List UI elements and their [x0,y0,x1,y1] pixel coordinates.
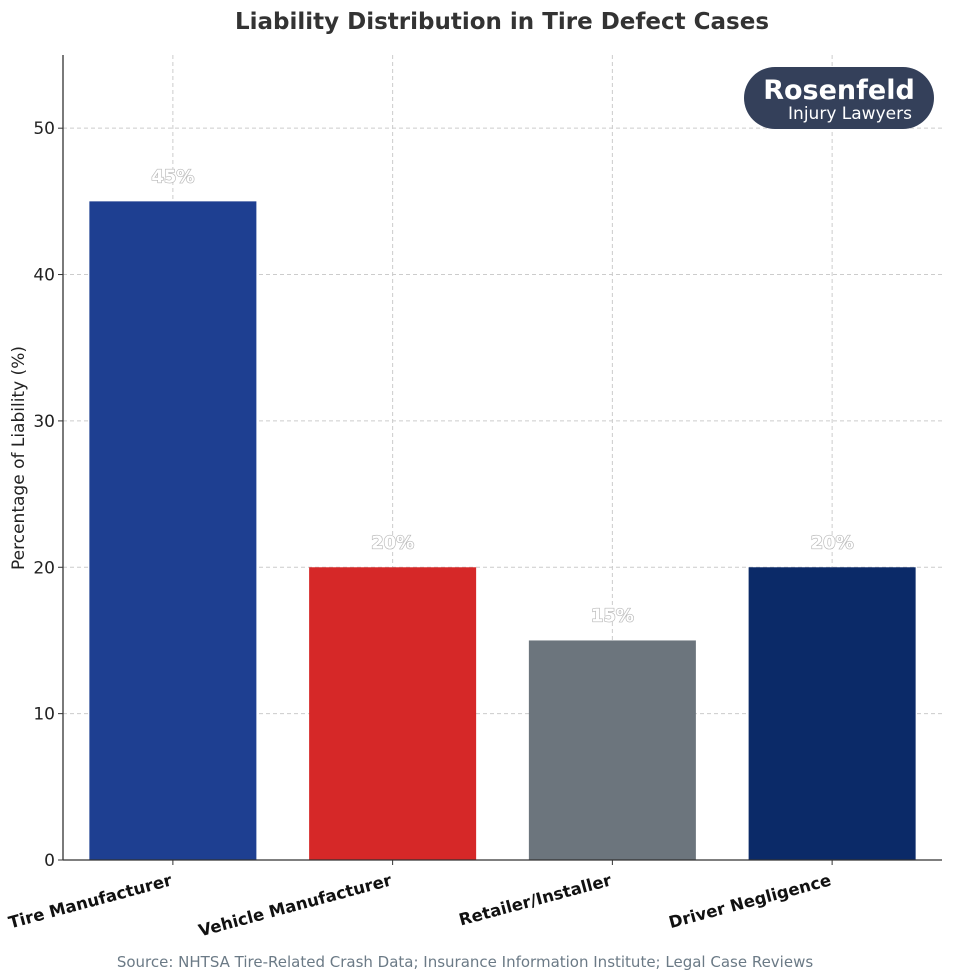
y-tick-label-2: 20 [33,558,55,578]
bar-3 [748,567,916,860]
data-label-3: 20% [811,532,854,553]
logo-name: Rosenfeld [763,75,915,106]
x-tick-label-2: Retailer/Installer [457,870,614,929]
source-note: Source: NHTSA Tire-Related Crash Data; I… [117,953,814,971]
y-axis-label: Percentage of Liability (%) [9,346,29,570]
data-label-0: 45% [151,166,194,187]
y-tick-label-3: 30 [33,412,55,432]
bar-2 [528,640,696,860]
logo-badge [744,67,934,129]
data-label-2: 15% [591,605,634,626]
data-label-1: 20% [371,532,414,553]
chart-title: Liability Distribution in Tire Defect Ca… [235,9,769,35]
logo-subtitle: Injury Lawyers [788,104,912,124]
x-tick-label-1: Vehicle Manufacturer [196,870,394,940]
logo: Rosenfeld Injury Lawyers [744,67,934,129]
bar-1 [309,567,477,860]
y-tick-label-1: 10 [33,705,55,725]
x-tick-label-0: Tire Manufacturer [6,870,174,932]
x-tick-label-3: Driver Negligence [667,871,833,933]
y-tick-label-0: 0 [44,851,55,871]
x-tick-labels: Tire Manufacturer Vehicle Manufacturer Ret… [6,860,833,940]
bars [89,201,916,860]
y-tick-labels: 0 10 20 30 40 50 [33,119,63,871]
bar-0 [89,201,257,860]
y-tick-label-4: 40 [33,266,55,286]
y-tick-label-5: 50 [33,119,55,139]
data-labels: 45% 20% 15% 20% [151,166,855,627]
